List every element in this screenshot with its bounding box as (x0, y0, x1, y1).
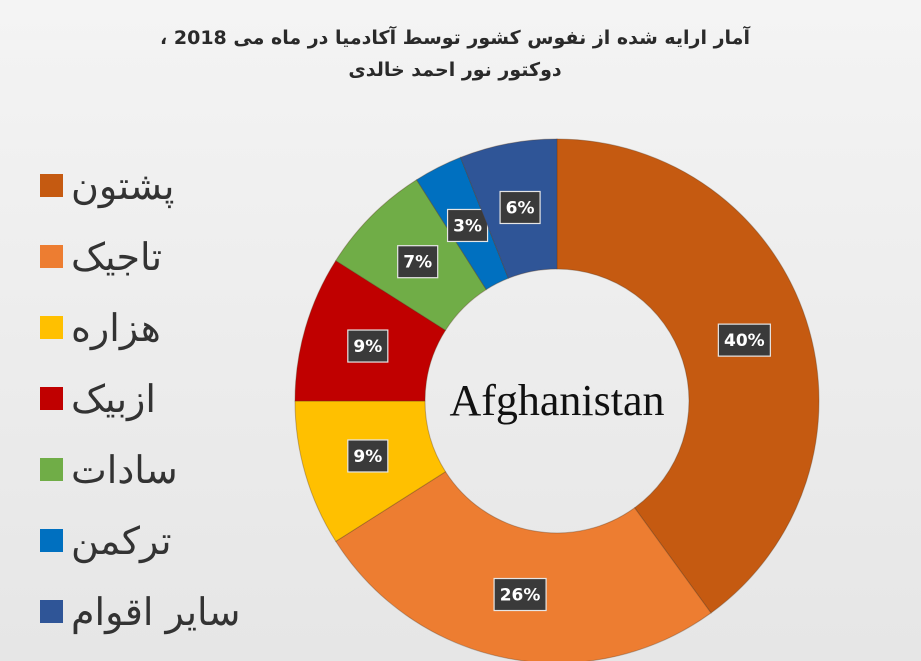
data-label-background (347, 329, 389, 363)
legend-swatch (40, 529, 63, 552)
data-label-background (493, 577, 547, 612)
data-label: 7% (397, 245, 439, 279)
data-label-text: 9% (353, 447, 382, 467)
data-label-text: 3% (453, 216, 482, 236)
legend-label: سادات (71, 447, 178, 492)
data-label-text: 6% (506, 198, 535, 218)
legend-label: ترکمن (71, 518, 172, 563)
center-label: Afghanistan (449, 376, 664, 425)
chart-subtitle: دوکتور نور احمد خالدی (348, 59, 562, 81)
legend-label: هزاره (71, 305, 161, 350)
legend-swatch (40, 458, 63, 481)
donut-slice (556, 138, 820, 614)
data-label: 40% (717, 323, 771, 357)
data-label: 9% (347, 439, 389, 473)
legend-swatch (40, 245, 63, 268)
data-label-background (717, 323, 771, 357)
chart-legend: پشتون تاجیک هزاره ازبیک سادات ترکمن سایر اقوام (34, 150, 284, 647)
data-label-text: 40% (724, 331, 765, 351)
legend-label: تاجیک (71, 234, 163, 279)
chart-title-block: آمار ارایه شده از نفوس کشور توسط آکادمیا… (60, 22, 850, 86)
legend-item: سادات (34, 434, 284, 505)
legend-swatch (40, 174, 63, 197)
data-label: 9% (347, 329, 389, 363)
legend-swatch (40, 316, 63, 339)
legend-item: ازبیک (34, 363, 284, 434)
data-label-background (499, 190, 541, 225)
data-label: 3% (446, 208, 489, 243)
legend-item: هزاره (34, 292, 284, 363)
legend-swatch (40, 600, 63, 623)
data-label: 26% (493, 577, 547, 612)
legend-swatch (40, 387, 63, 410)
data-label-text: 26% (500, 586, 541, 606)
legend-item: پشتون (34, 150, 284, 221)
legend-label: پشتون (71, 163, 175, 208)
legend-item: سایر اقوام (34, 576, 284, 647)
legend-label: سایر اقوام (71, 589, 241, 634)
data-label-text: 9% (353, 337, 382, 357)
legend-item: تاجیک (34, 221, 284, 292)
data-label-background (446, 208, 489, 243)
data-label: 6% (499, 190, 541, 225)
legend-item: ترکمن (34, 505, 284, 576)
legend-label: ازبیک (71, 376, 156, 421)
data-label-background (397, 245, 439, 279)
chart-title: آمار ارایه شده از نفوس کشور توسط آکادمیا… (160, 27, 750, 49)
data-label-background (347, 439, 389, 473)
donut-slice (335, 471, 712, 661)
data-label-text: 7% (403, 253, 432, 273)
